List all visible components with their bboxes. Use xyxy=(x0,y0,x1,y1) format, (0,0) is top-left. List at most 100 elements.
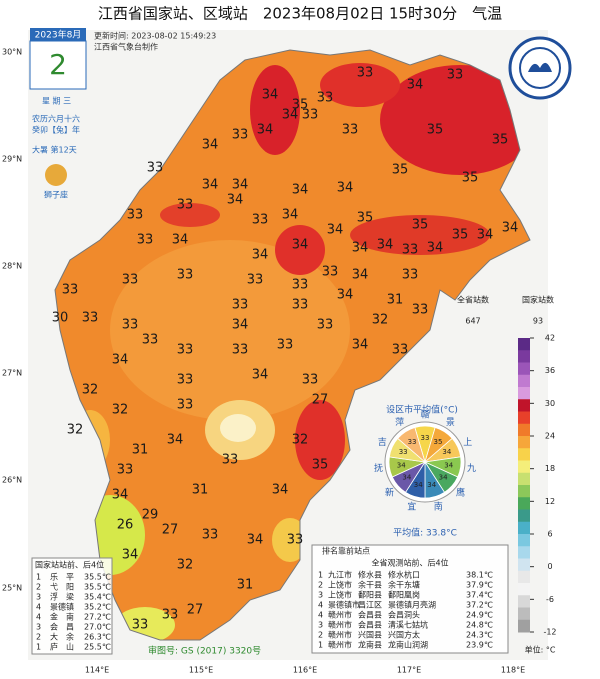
station-value: 35 xyxy=(312,458,329,473)
national-cell: 35.5℃ xyxy=(84,583,111,592)
station-value: 32 xyxy=(112,403,129,418)
ranking-cell: 2 xyxy=(318,581,323,590)
ranking-cell: 龙南山润湖 xyxy=(388,640,428,650)
station-value: 34 xyxy=(202,178,219,193)
station-value: 33 xyxy=(447,68,464,83)
national-cell: 景德镇 xyxy=(50,602,74,612)
colorbar-segment xyxy=(518,619,530,633)
ranking-cell: 1 xyxy=(318,641,323,650)
station-value: 34 xyxy=(502,221,519,236)
station-value: 27 xyxy=(312,393,329,408)
pie-value: 34 xyxy=(414,481,423,489)
station-value: 34 xyxy=(252,368,269,383)
station-value: 34 xyxy=(352,268,369,283)
station-value: 32 xyxy=(82,383,99,398)
ranking-box xyxy=(311,544,509,654)
colorbar-segment xyxy=(518,521,530,535)
pie-value: 34 xyxy=(402,474,411,482)
station-value: 33 xyxy=(287,533,304,548)
national-cell: 27.0℃ xyxy=(84,623,111,632)
ranking-cell: 会昌县 xyxy=(358,620,382,630)
zodiac-icon xyxy=(45,164,67,186)
lon-label: 117°E xyxy=(397,666,421,675)
all-stations-count: 647 xyxy=(465,317,480,326)
ranking-cell: 24.9℃ xyxy=(466,611,493,620)
ranking-cell: 24.3℃ xyxy=(466,631,493,640)
unit: 单位: °C xyxy=(525,645,556,655)
ranking-cell: 4 xyxy=(318,601,323,610)
colorbar-label: -6 xyxy=(546,595,554,604)
lon-label: 116°E xyxy=(293,666,317,675)
national-cell: 庐 山 xyxy=(50,642,74,652)
pie-value: 33 xyxy=(408,438,417,446)
station-value: 33 xyxy=(147,161,164,176)
colorbar-segment xyxy=(518,472,530,486)
national-cell: 35.2℃ xyxy=(84,603,111,612)
pie-city: 鹰 xyxy=(456,486,465,498)
station-value: 33 xyxy=(177,343,194,358)
station-value: 33 xyxy=(317,91,334,106)
calendar-header xyxy=(30,28,86,41)
ranking-cell: 37.4℃ xyxy=(466,591,493,600)
lon-label: 114°E xyxy=(85,666,109,675)
station-value: 34 xyxy=(257,123,274,138)
station-value: 33 xyxy=(232,298,249,313)
colorbar-segment xyxy=(518,338,530,351)
calendar-day: 2 xyxy=(49,48,67,81)
ranking-cell: 修水杭口 xyxy=(388,570,420,580)
ranking-cell: 景德镇市 xyxy=(328,600,360,610)
station-value: 33 xyxy=(177,198,194,213)
national-cell: 乐 平 xyxy=(50,572,74,582)
national-cell: 会 昌 xyxy=(50,622,74,632)
ranking-subtitle: 全省观测站前、后4位 xyxy=(371,558,448,568)
lat-label: 30°N xyxy=(2,48,22,57)
national-cell: 2 xyxy=(36,583,41,592)
lat-label: 25°N xyxy=(2,584,22,593)
ranking-cell: 赣州市 xyxy=(328,620,352,630)
national-cell: 35.5℃ xyxy=(84,573,111,582)
national-cell: 4 xyxy=(36,613,41,622)
weekday: 星 期 三 xyxy=(42,97,71,106)
lunar-date: 农历六月十六 xyxy=(32,114,80,124)
ranking-cell: 赣州市 xyxy=(328,630,352,640)
ranking-cell: 鄱阳县 xyxy=(358,591,382,600)
ranking-cell: 2 xyxy=(318,631,323,640)
station-value: 33 xyxy=(162,608,179,623)
national-cell: 4 xyxy=(36,603,41,612)
station-value: 33 xyxy=(292,298,309,313)
station-value: 34 xyxy=(337,288,354,303)
solar-term: 大暑 第12天 xyxy=(32,145,77,155)
pie-city: 赣 xyxy=(420,409,429,421)
ranking-cell: 景德镇月亮湖 xyxy=(388,600,436,610)
colorbar-segment xyxy=(518,558,530,572)
national-cell: 35.4℃ xyxy=(84,593,111,602)
lat-label: 26°N xyxy=(2,476,22,485)
station-value: 35 xyxy=(292,98,309,113)
national-box xyxy=(31,557,113,655)
ranking-cell: 清溪七姑坑 xyxy=(388,620,428,630)
lat-label: 28°N xyxy=(2,262,22,271)
station-value: 34 xyxy=(122,548,139,563)
national-cell: 26.3℃ xyxy=(84,633,111,642)
station-value: 34 xyxy=(282,108,299,123)
lat-label: 27°N xyxy=(2,369,22,378)
colorbar-segment xyxy=(518,448,530,461)
pie-city: 宜 xyxy=(407,501,416,513)
station-value: 35 xyxy=(412,218,429,233)
calendar-month: 2023年8月 xyxy=(35,29,82,41)
station-value: 34 xyxy=(227,193,244,208)
station-value: 32 xyxy=(292,433,309,448)
station-value: 34 xyxy=(477,228,494,243)
ranking-cell: 3 xyxy=(318,591,323,600)
ranking-cell: 上饶市 xyxy=(328,590,352,600)
logo xyxy=(508,36,572,100)
station-value: 35 xyxy=(392,163,409,178)
station-value: 35 xyxy=(357,211,374,226)
lunar-year: 癸卯【兔】年 xyxy=(32,125,80,135)
pie-city: 上 xyxy=(463,437,472,448)
colorbar-segment xyxy=(518,534,530,547)
lat-label: 29°N xyxy=(2,155,22,164)
station-value: 34 xyxy=(112,353,129,368)
station-value: 33 xyxy=(177,268,194,283)
